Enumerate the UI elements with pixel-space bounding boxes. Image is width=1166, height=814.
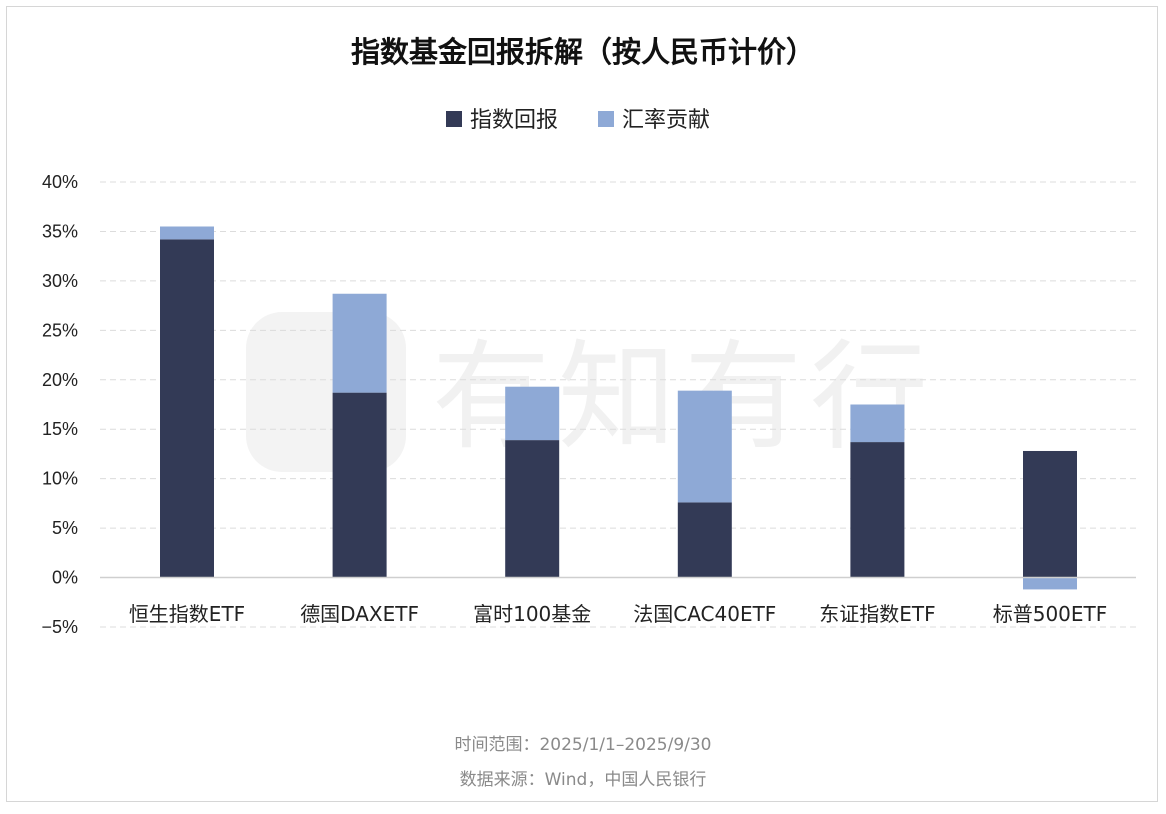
legend-swatch-fx-contribution	[598, 111, 614, 127]
bars	[160, 226, 1077, 590]
bar-fx-contribution	[505, 386, 560, 441]
x-tick-label: 标普500ETF	[993, 602, 1108, 626]
y-tick-label: 30%	[42, 271, 78, 291]
y-tick-label: 5%	[52, 518, 78, 538]
bar-index-return	[332, 392, 387, 578]
bar-fx-contribution	[850, 404, 905, 443]
legend-label-fx-contribution: 汇率贡献	[622, 108, 710, 133]
legend-swatch-index-return	[446, 111, 462, 127]
y-tick-label: 15%	[42, 419, 78, 439]
y-tick-label: 0%	[52, 568, 78, 588]
chart-title: 指数基金回报拆解（按人民币计价）	[351, 35, 815, 69]
y-tick-label: 35%	[42, 221, 78, 241]
bar-fx-contribution	[332, 293, 387, 393]
x-tick-label: 恒生指数ETF	[129, 602, 245, 626]
time-range-note: 时间范围：2025/1/1–2025/9/30	[454, 735, 711, 755]
y-axis: 40% 35% 30% 25% 20% 15% 10% 5% 0% −5%	[41, 172, 78, 637]
x-axis: 恒生指数ETF 德国DAXETF 富时100基金 法国CAC40ETF 东证指数ETF 标…	[129, 602, 1107, 626]
bar-index-return	[505, 440, 560, 578]
x-tick-label: 富时100基金	[473, 602, 591, 626]
legend: 指数回报 汇率贡献	[446, 108, 710, 133]
x-tick-label: 德国DAXETF	[300, 602, 419, 626]
x-tick-label: 东证指数ETF	[819, 602, 935, 626]
y-tick-label: 40%	[42, 172, 78, 192]
x-tick-label: 法国CAC40ETF	[633, 602, 776, 626]
source-note: 数据来源：Wind，中国人民银行	[460, 770, 707, 790]
bar-index-return	[677, 502, 732, 578]
bar-fx-contribution	[677, 390, 732, 503]
bar-index-return	[1023, 450, 1077, 578]
legend-label-index-return: 指数回报	[470, 108, 558, 133]
bar-index-return	[160, 239, 214, 578]
bar-index-return	[850, 442, 905, 578]
gridlines	[100, 181, 1136, 628]
bar-fx-contribution	[160, 226, 214, 240]
y-tick-label: 10%	[42, 469, 78, 489]
y-tick-label: 25%	[42, 320, 78, 340]
y-tick-label: 20%	[42, 370, 78, 390]
y-tick-label: −5%	[41, 617, 78, 637]
bar-fx-contribution	[1023, 577, 1077, 590]
